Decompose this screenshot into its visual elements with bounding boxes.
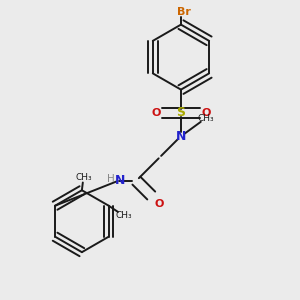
Text: CH₃: CH₃ — [197, 114, 214, 123]
Text: O: O — [201, 108, 210, 118]
Text: O: O — [152, 108, 161, 118]
Text: CH₃: CH₃ — [75, 173, 92, 182]
Text: N: N — [176, 130, 186, 142]
Text: H: H — [107, 174, 115, 184]
Text: S: S — [176, 106, 185, 119]
Text: O: O — [154, 199, 164, 208]
Text: Br: Br — [177, 7, 191, 16]
Text: CH₃: CH₃ — [115, 211, 132, 220]
Text: N: N — [115, 174, 125, 187]
